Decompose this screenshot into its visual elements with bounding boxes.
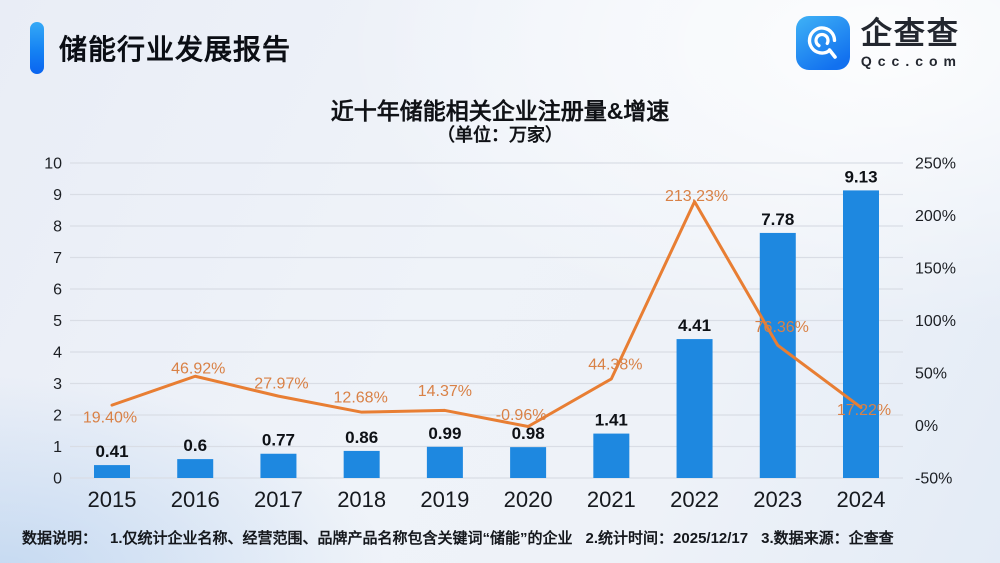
right-axis-tick-label: 50% [915, 366, 947, 383]
right-axis-tick-label: 250% [915, 156, 956, 173]
x-axis-label-2019: 2019 [420, 487, 469, 512]
bar-2024 [843, 190, 879, 478]
qcc-logo: 企查查 Qcc.com [795, 16, 962, 70]
left-axis-tick-label: 9 [53, 187, 62, 204]
data-note-item-1: 1.仅统计企业名称、经营范围、品牌产品名称包含关键词“储能”的企业 [110, 530, 573, 547]
left-axis-tick-label: 8 [53, 219, 62, 236]
growth-value-label-2018: 12.68% [334, 390, 388, 407]
growth-value-label-2019: 14.37% [418, 383, 472, 400]
bar-2015 [94, 465, 130, 478]
x-axis-label-2024: 2024 [837, 487, 886, 512]
bar-value-label-2024: 9.13 [844, 167, 877, 186]
left-axis-tick-label: 4 [53, 345, 62, 362]
qcc-logo-icon [795, 16, 850, 70]
x-axis-label-2017: 2017 [254, 487, 303, 512]
chart-subtitle: （单位：万家） [437, 125, 563, 145]
bar-value-label-2017: 0.77 [262, 431, 295, 450]
left-axis-tick-label: 7 [53, 250, 62, 267]
growth-line [110, 200, 863, 429]
left-axis-tick-label: 2 [53, 408, 62, 425]
bar-2016 [177, 459, 214, 478]
left-axis-tick-label: 6 [53, 282, 62, 299]
left-axis-tick-label: 1 [53, 439, 62, 456]
bar-2020 [510, 447, 547, 478]
bar-2022 [676, 339, 713, 478]
page-title: 储能行业发展报告 [59, 34, 292, 65]
growth-value-label-2021: 44.38% [588, 356, 642, 373]
bar-value-label-2021: 1.41 [595, 411, 628, 430]
right-axis-tick-label: 100% [915, 313, 956, 330]
bar-2018 [343, 450, 380, 478]
qcc-logo-domain: Qcc.com [860, 52, 962, 69]
bar-2017 [260, 453, 297, 478]
x-axis-label-2023: 2023 [753, 487, 802, 512]
bar-value-label-2020: 0.98 [512, 424, 545, 443]
left-axis-tick-label: 0 [53, 471, 62, 488]
x-axis-label-2022: 2022 [670, 487, 719, 512]
data-note-item-3: 3.数据来源：企查查 [761, 530, 894, 547]
x-axis-label-2021: 2021 [587, 487, 636, 512]
right-axis-tick-label: 200% [915, 208, 956, 225]
x-axis-label-2020: 2020 [504, 487, 553, 512]
bar-2021 [593, 433, 630, 478]
qcc-logo-name: 企查查 [860, 16, 960, 52]
x-axis-label-2018: 2018 [337, 487, 386, 512]
qcc-logo-text: 企查查 Qcc.com [860, 16, 962, 69]
x-axis-label-2016: 2016 [171, 487, 220, 512]
left-axis-tick-label: 10 [44, 156, 62, 173]
bar-2019 [426, 446, 463, 478]
right-axis-tick-label: 0% [915, 418, 938, 435]
bar-value-label-2016: 0.6 [183, 436, 207, 455]
data-note-label: 数据说明： [22, 530, 98, 547]
growth-value-label-2017: 27.97% [254, 376, 308, 393]
accent-bar [30, 22, 44, 74]
growth-value-label-2020: -0.96% [496, 407, 547, 424]
data-note-item-2: 2.统计时间：2025/12/17 [585, 530, 749, 547]
chart-title: 近十年储能相关企业注册量&增速 [330, 98, 670, 124]
growth-value-label-2015: 19.40% [83, 410, 137, 427]
bar-value-label-2022: 4.41 [678, 316, 711, 335]
x-axis-label-2015: 2015 [88, 487, 137, 512]
data-note: 数据说明： 1.仅统计企业名称、经营范围、品牌产品名称包含关键词“储能”的企业 … [22, 527, 982, 548]
bar-value-label-2019: 0.99 [428, 424, 461, 443]
bar-value-label-2018: 0.86 [345, 428, 378, 447]
growth-value-label-2024: 17.22% [837, 402, 891, 419]
report-header: 储能行业发展报告 [30, 22, 291, 74]
growth-value-label-2023: 76.36% [755, 319, 809, 336]
growth-value-label-2016: 46.92% [171, 361, 225, 378]
right-axis-tick-label: -50% [915, 471, 952, 488]
bar-value-label-2015: 0.41 [95, 442, 128, 461]
left-axis-tick-label: 5 [53, 313, 62, 330]
left-axis-tick-label: 3 [53, 376, 62, 393]
bar-value-label-2023: 7.78 [761, 210, 794, 229]
growth-value-label-2022: 213.23% [665, 188, 728, 205]
right-axis-tick-label: 150% [915, 261, 956, 278]
